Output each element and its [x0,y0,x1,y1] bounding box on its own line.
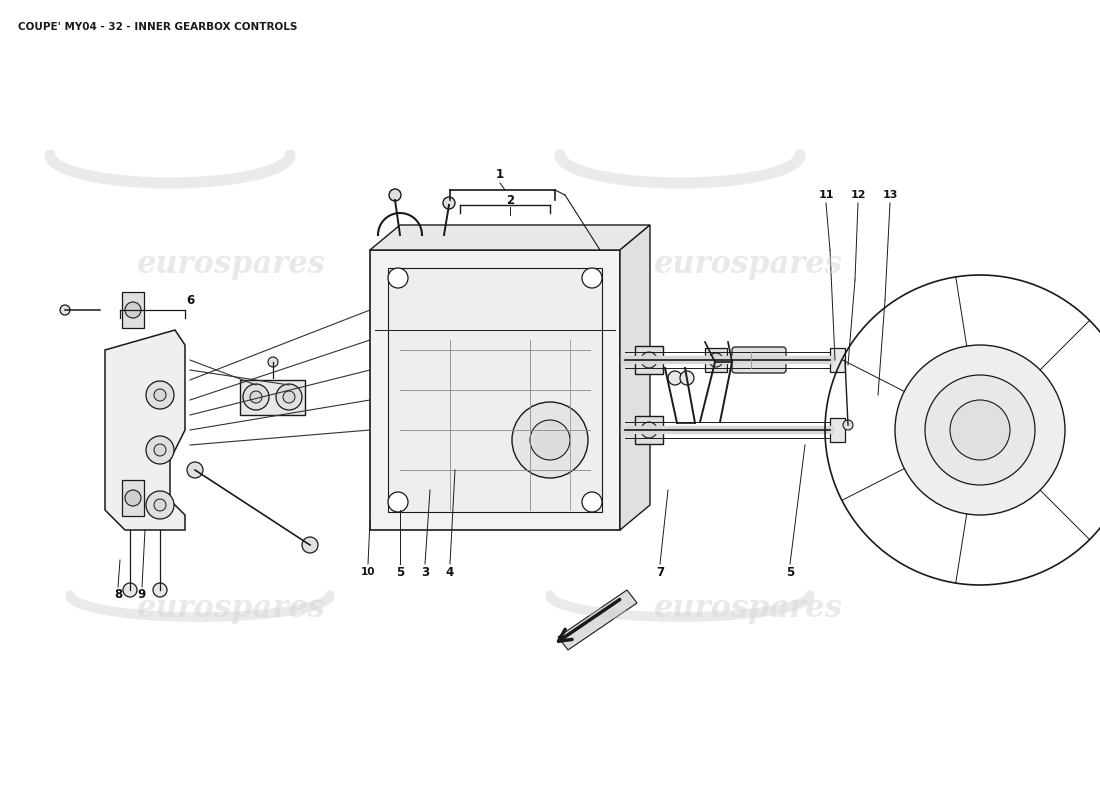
Bar [830,418,845,442]
Circle shape [950,400,1010,460]
Polygon shape [558,590,637,650]
Text: eurospares: eurospares [136,249,326,279]
FancyBboxPatch shape [732,347,786,373]
Circle shape [389,189,402,201]
Polygon shape [370,225,650,250]
Circle shape [146,381,174,409]
Circle shape [582,268,602,288]
Bar [240,380,305,415]
Bar [370,250,620,530]
Text: 13: 13 [882,190,898,200]
Circle shape [153,583,167,597]
Circle shape [125,302,141,318]
Circle shape [582,492,602,512]
Circle shape [843,420,852,430]
Circle shape [250,391,262,403]
Circle shape [60,305,70,315]
Text: 2: 2 [506,194,514,206]
Bar [388,268,602,512]
Bar [122,292,144,328]
Circle shape [710,353,723,367]
Circle shape [530,420,570,460]
Circle shape [512,402,588,478]
Circle shape [187,462,204,478]
Text: 4: 4 [446,566,454,578]
Text: COUPE' MY04 - 32 - INNER GEARBOX CONTROLS: COUPE' MY04 - 32 - INNER GEARBOX CONTROL… [18,22,297,32]
Circle shape [388,492,408,512]
Circle shape [154,444,166,456]
Bar [635,416,663,444]
Circle shape [154,499,166,511]
Text: 5: 5 [396,566,404,578]
Circle shape [146,436,174,464]
Circle shape [680,371,694,385]
Circle shape [146,491,174,519]
Polygon shape [104,330,185,530]
Bar [635,346,663,374]
Text: 6: 6 [186,294,194,306]
Circle shape [668,371,682,385]
Circle shape [125,490,141,506]
Circle shape [388,268,408,288]
Bar [705,348,727,372]
Circle shape [641,422,657,438]
Circle shape [243,384,270,410]
Text: 3: 3 [421,566,429,578]
Text: 12: 12 [850,190,866,200]
Circle shape [895,345,1065,515]
Circle shape [123,583,138,597]
Circle shape [443,197,455,209]
Text: 10: 10 [361,567,375,577]
Text: 8: 8 [114,589,122,602]
Circle shape [276,384,303,410]
Circle shape [154,389,166,401]
Text: 9: 9 [138,589,146,602]
Circle shape [268,357,278,367]
Text: 11: 11 [818,190,834,200]
Text: 5: 5 [785,566,794,578]
Text: 1: 1 [496,169,504,182]
Circle shape [641,352,657,368]
Bar [122,480,144,516]
Text: eurospares: eurospares [653,593,843,623]
Text: 7: 7 [656,566,664,578]
Bar [830,348,845,372]
Circle shape [302,537,318,553]
Text: eurospares: eurospares [136,593,326,623]
Text: eurospares: eurospares [653,249,843,279]
Circle shape [283,391,295,403]
Circle shape [925,375,1035,485]
Polygon shape [620,225,650,530]
